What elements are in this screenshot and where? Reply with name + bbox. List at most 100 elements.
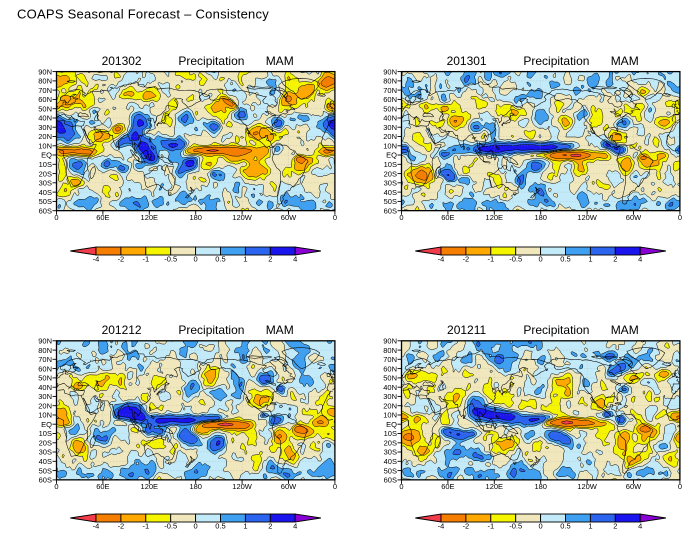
svg-text:-1: -1 — [142, 521, 149, 530]
svg-text:50N: 50N — [38, 374, 52, 383]
svg-text:60S: 60S — [384, 206, 397, 215]
svg-text:50N: 50N — [383, 374, 397, 383]
svg-text:60W: 60W — [626, 213, 642, 222]
svg-text:30S: 30S — [39, 179, 52, 188]
svg-text:60E: 60E — [96, 213, 109, 222]
svg-text:1: 1 — [588, 254, 592, 263]
svg-text:40S: 40S — [39, 457, 52, 466]
svg-text:80N: 80N — [38, 346, 52, 355]
svg-text:30S: 30S — [384, 448, 397, 457]
svg-text:0: 0 — [678, 213, 682, 222]
svg-text:10S: 10S — [39, 160, 52, 169]
svg-text:1: 1 — [588, 521, 592, 530]
svg-text:0.5: 0.5 — [560, 254, 570, 263]
svg-text:50S: 50S — [39, 197, 52, 206]
svg-text:MAM: MAM — [611, 323, 639, 337]
svg-text:50S: 50S — [384, 197, 397, 206]
svg-text:201301: 201301 — [447, 54, 487, 68]
svg-text:60E: 60E — [441, 482, 454, 491]
svg-text:-1: -1 — [487, 521, 494, 530]
svg-text:40N: 40N — [38, 383, 52, 392]
svg-text:Precipitation: Precipitation — [523, 323, 589, 337]
svg-text:20N: 20N — [383, 132, 397, 141]
svg-text:90N: 90N — [383, 67, 397, 76]
svg-text:60N: 60N — [38, 364, 52, 373]
svg-text:60N: 60N — [383, 95, 397, 104]
svg-text:30N: 30N — [38, 392, 52, 401]
svg-text:120E: 120E — [141, 482, 159, 491]
svg-text:201302: 201302 — [102, 54, 142, 68]
svg-text:180: 180 — [534, 482, 547, 491]
svg-text:-2: -2 — [118, 254, 125, 263]
svg-text:0: 0 — [333, 482, 337, 491]
svg-text:Precipitation: Precipitation — [178, 323, 244, 337]
svg-text:4: 4 — [638, 254, 642, 263]
svg-text:180: 180 — [534, 213, 547, 222]
svg-text:90N: 90N — [38, 67, 52, 76]
svg-text:-4: -4 — [438, 521, 445, 530]
svg-text:10S: 10S — [39, 429, 52, 438]
svg-text:70N: 70N — [38, 86, 52, 95]
svg-text:60W: 60W — [281, 482, 297, 491]
svg-text:EQ: EQ — [41, 151, 52, 160]
svg-text:Precipitation: Precipitation — [523, 54, 589, 68]
svg-text:60E: 60E — [441, 213, 454, 222]
svg-text:4: 4 — [293, 521, 297, 530]
svg-text:10S: 10S — [384, 160, 397, 169]
svg-text:70N: 70N — [38, 355, 52, 364]
svg-text:60S: 60S — [39, 206, 52, 215]
svg-text:4: 4 — [293, 254, 297, 263]
svg-text:120W: 120W — [232, 482, 253, 491]
svg-text:120E: 120E — [486, 482, 504, 491]
svg-text:20N: 20N — [38, 401, 52, 410]
svg-text:201211: 201211 — [447, 323, 486, 337]
svg-text:60W: 60W — [626, 482, 642, 491]
svg-text:Precipitation: Precipitation — [178, 54, 244, 68]
svg-text:120W: 120W — [577, 482, 598, 491]
svg-text:20N: 20N — [383, 401, 397, 410]
svg-text:-1: -1 — [142, 254, 149, 263]
svg-text:-4: -4 — [438, 254, 445, 263]
svg-text:-0.5: -0.5 — [509, 254, 522, 263]
svg-text:4: 4 — [638, 521, 642, 530]
svg-text:EQ: EQ — [386, 420, 397, 429]
svg-text:90N: 90N — [383, 337, 397, 346]
svg-text:0: 0 — [333, 213, 337, 222]
svg-text:70N: 70N — [383, 86, 397, 95]
svg-text:40N: 40N — [383, 383, 397, 392]
svg-text:0: 0 — [678, 482, 682, 491]
svg-text:60N: 60N — [38, 95, 52, 104]
svg-text:20S: 20S — [384, 439, 397, 448]
svg-text:10S: 10S — [384, 429, 397, 438]
svg-text:70N: 70N — [383, 355, 397, 364]
svg-text:-4: -4 — [93, 254, 100, 263]
svg-text:50N: 50N — [383, 104, 397, 113]
svg-text:0: 0 — [539, 254, 543, 263]
svg-text:30S: 30S — [384, 179, 397, 188]
svg-text:-2: -2 — [463, 521, 470, 530]
svg-text:60S: 60S — [384, 476, 397, 485]
svg-text:0: 0 — [399, 213, 403, 222]
svg-text:0.5: 0.5 — [560, 521, 570, 530]
svg-text:-2: -2 — [118, 521, 125, 530]
svg-text:COAPS Seasonal Forecast – Cons: COAPS Seasonal Forecast – Consistency — [17, 7, 269, 22]
svg-text:0: 0 — [54, 482, 58, 491]
svg-text:30S: 30S — [39, 448, 52, 457]
svg-text:EQ: EQ — [386, 151, 397, 160]
svg-text:50S: 50S — [39, 466, 52, 475]
svg-text:40S: 40S — [39, 188, 52, 197]
svg-text:MAM: MAM — [266, 323, 294, 337]
svg-text:-0.5: -0.5 — [509, 521, 522, 530]
svg-text:120W: 120W — [232, 213, 253, 222]
svg-text:60W: 60W — [281, 213, 297, 222]
svg-text:0: 0 — [399, 482, 403, 491]
svg-text:2: 2 — [268, 521, 272, 530]
svg-text:90N: 90N — [38, 337, 52, 346]
svg-text:40N: 40N — [383, 114, 397, 123]
svg-text:2: 2 — [268, 254, 272, 263]
svg-text:10N: 10N — [383, 411, 397, 420]
svg-text:60S: 60S — [39, 476, 52, 485]
svg-text:10N: 10N — [38, 142, 52, 151]
svg-text:-0.5: -0.5 — [164, 254, 177, 263]
svg-text:50S: 50S — [384, 466, 397, 475]
